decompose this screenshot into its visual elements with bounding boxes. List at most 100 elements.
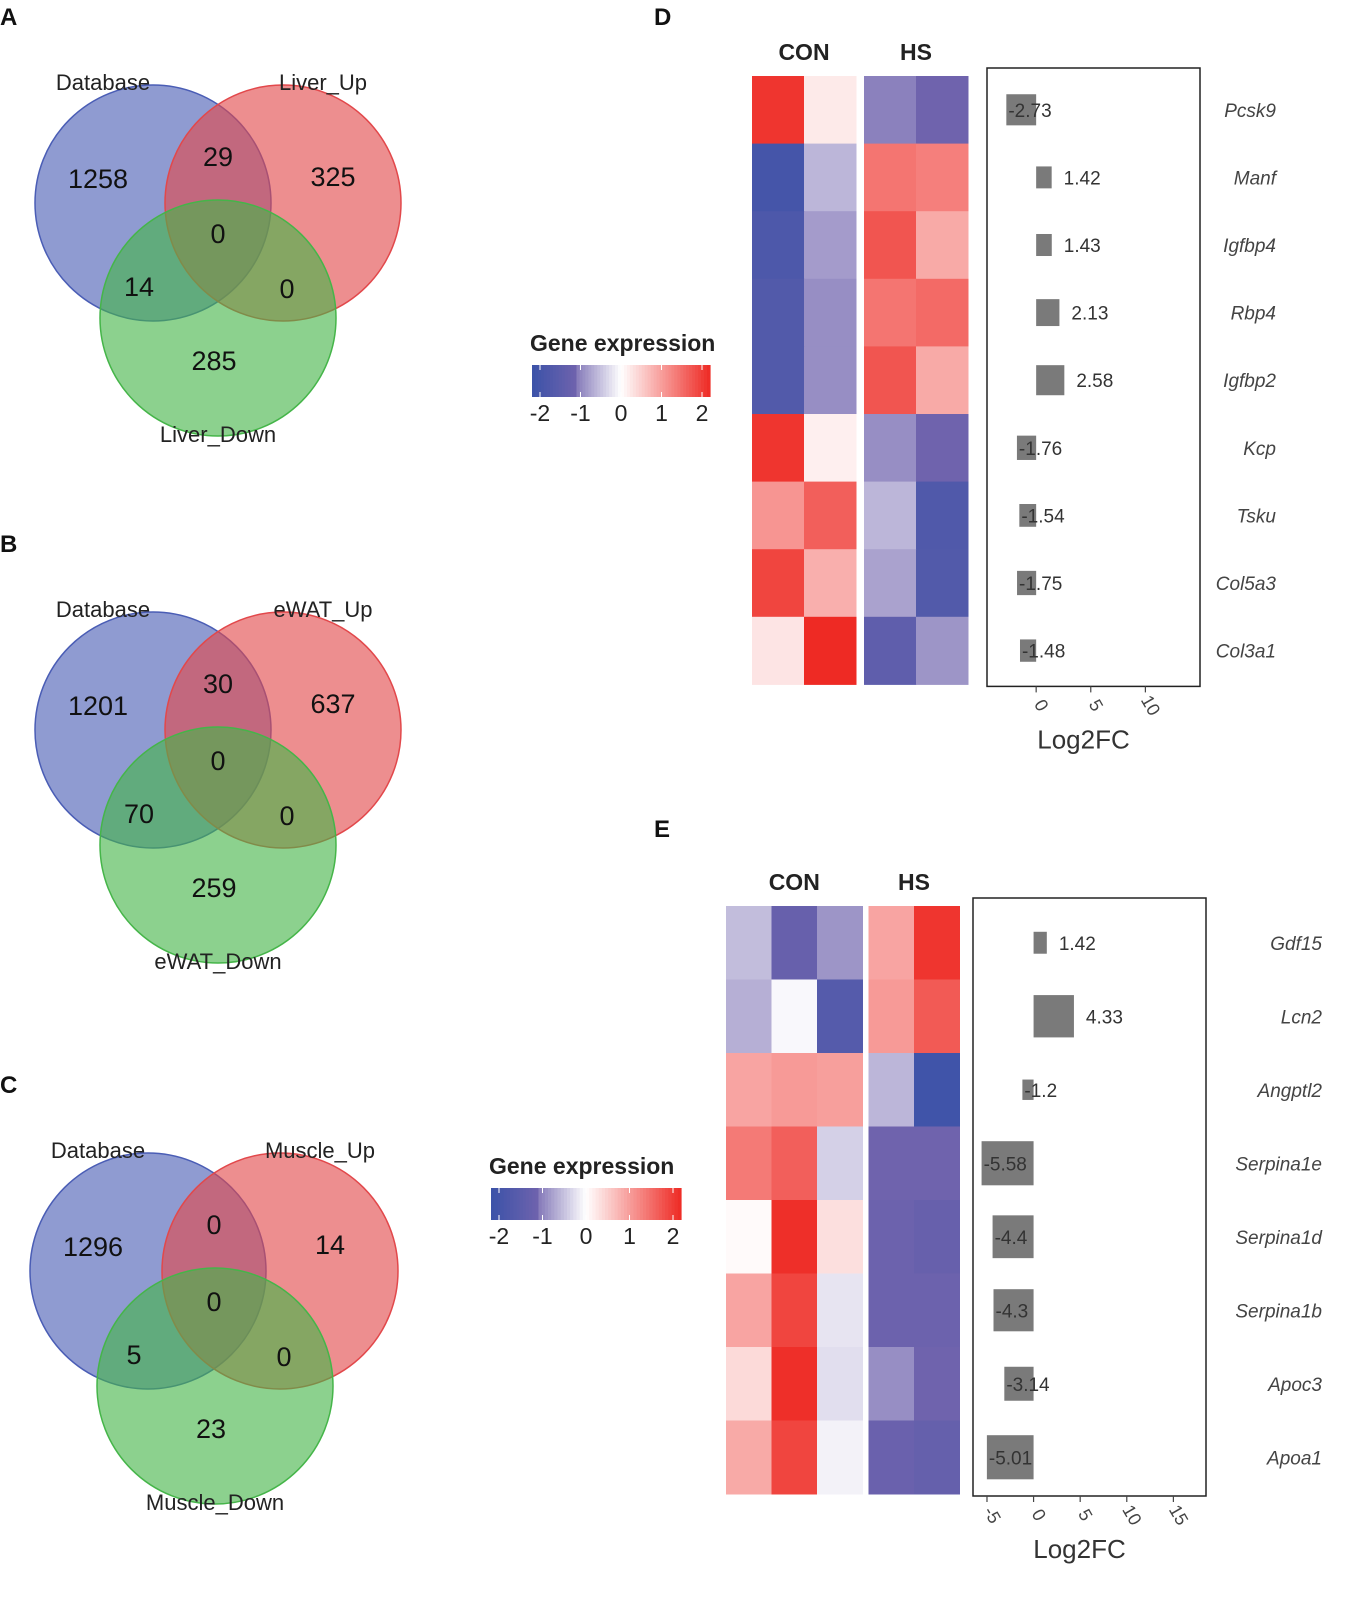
heatmap-cell: [726, 1053, 772, 1127]
log2fc-value-label: -1.2: [1024, 1081, 1057, 1102]
heatmap-cell: [868, 1273, 915, 1348]
heatmap-cell: [914, 1347, 960, 1421]
legend-gradient-step: [698, 365, 702, 397]
legend-gradient-step: [551, 1188, 555, 1220]
heatmap-cell: [868, 1200, 915, 1274]
panel-label: D: [654, 4, 671, 31]
count-db-down: 70: [124, 799, 154, 829]
heatmap-panel-e: E CON HS 1.42 Gdf15 4.33 Lcn2 -1.2 Angptl2 -5.58 S…: [489, 816, 1324, 1564]
legend-gradient-step: [554, 1188, 559, 1220]
legend-gradient-step: [516, 1188, 521, 1220]
heatmap-cell: [914, 1200, 960, 1274]
count-center: 0: [210, 746, 225, 776]
heatmap-cell: [726, 906, 772, 980]
legend-gradient-step: [567, 1188, 571, 1220]
down-label: eWAT_Down: [154, 949, 281, 974]
legend-gradient-step: [630, 1188, 635, 1220]
gene-label: Tsku: [1237, 506, 1277, 527]
heatmap-cell: [804, 278, 857, 347]
legend-gradient-step: [668, 365, 673, 397]
gene-label: Gdf15: [1270, 934, 1322, 955]
database-label: Database: [56, 70, 150, 95]
legend-gradient-step: [529, 1188, 533, 1220]
count-up-only: 637: [310, 689, 355, 719]
legend-gradient-step: [689, 365, 693, 397]
gene-label: Rbp4: [1231, 304, 1276, 325]
legend-gradient-step: [582, 1188, 587, 1220]
legend-gradient-step: [557, 1188, 562, 1220]
legend-gradient-step: [579, 365, 584, 397]
legend-gradient-step: [594, 365, 598, 397]
legend-gradient-step: [665, 1188, 669, 1220]
legend-gradient-step: [609, 365, 613, 397]
venn-panel-c: C Database Muscle_Up Muscle_Down 1296 0 14 0 5 0 2…: [0, 1072, 399, 1515]
legend-gradient-step: [589, 1188, 593, 1220]
legend-gradient-step: [519, 1188, 524, 1220]
heatmap-cell: [864, 549, 917, 618]
legend-gradient-step: [692, 365, 696, 397]
count-up-down: 0: [279, 274, 294, 304]
heatmap-cell: [916, 414, 969, 483]
legend-gradient-step: [626, 365, 631, 397]
legend-gradient-step: [588, 365, 592, 397]
log2fc-value-label: 2.58: [1076, 371, 1113, 392]
legend-gradient-step: [570, 365, 575, 397]
heatmap-cell: [914, 1273, 960, 1348]
heatmap-cell: [914, 1420, 960, 1495]
count-db-only: 1296: [63, 1232, 123, 1262]
group-header-con: CON: [778, 39, 829, 65]
legend-gradient-step: [543, 365, 548, 397]
count-db-down: 5: [126, 1340, 141, 1370]
venn-panel-b: B Database eWAT_Up eWAT_Down 1201 30 637 0 70 0 25…: [0, 531, 402, 974]
legend-gradient-step: [655, 1188, 660, 1220]
legend-gradient-step: [674, 1188, 679, 1220]
group-header-hs: HS: [900, 39, 932, 65]
log2fc-bar: [981, 1141, 1034, 1186]
log2fc-value-label: -4.3: [996, 1301, 1029, 1322]
legend-gradient-step: [658, 1188, 663, 1220]
legend-gradient-step: [560, 1188, 565, 1220]
legend-gradient-step: [653, 365, 658, 397]
legend-gradient-step: [650, 365, 655, 397]
legend-gradient-step: [573, 1188, 578, 1220]
legend-gradient-step: [573, 365, 578, 397]
legend-gradient-step: [513, 1188, 517, 1220]
heatmap-cell: [864, 481, 917, 550]
panel-label: C: [0, 1072, 17, 1099]
log2fc-bar: [986, 1435, 1034, 1480]
legend-gradient-step: [548, 1188, 552, 1220]
count-down-only: 259: [191, 873, 236, 903]
legend-gradient-step: [534, 365, 539, 397]
legend-gradient-step: [532, 1188, 536, 1220]
gene-label: Col3a1: [1216, 642, 1276, 663]
log2fc-value-label: 1.42: [1064, 168, 1101, 189]
legend-title: Gene expression: [489, 1153, 674, 1179]
legend-gradient-step: [633, 1188, 638, 1220]
heatmap-cell: [771, 1420, 818, 1495]
count-center: 0: [210, 219, 225, 249]
legend-gradient-step: [605, 1188, 609, 1220]
heatmap-cell: [868, 906, 915, 980]
legend-gradient-step: [635, 365, 640, 397]
heatmap-cell: [916, 211, 969, 280]
legend-gradient-step: [617, 1188, 622, 1220]
legend-tick-label: 0: [615, 400, 628, 426]
heatmap-cell: [916, 143, 969, 212]
down-label: Muscle_Down: [146, 1490, 284, 1515]
legend-gradient-step: [649, 1188, 654, 1220]
legend-gradient-step: [561, 365, 566, 397]
down-circle: [99, 199, 337, 437]
axis-tick-label: 5: [1085, 696, 1107, 715]
count-up-down: 0: [279, 801, 294, 831]
heatmap-cell: [864, 616, 917, 685]
legend-gradient-step: [497, 1188, 502, 1220]
heatmap-cell: [864, 414, 917, 483]
legend-gradient-step: [606, 365, 610, 397]
log2fc-panel-border: [972, 897, 1207, 1497]
gene-label: Apoa1: [1266, 1448, 1322, 1469]
heatmap-cell: [864, 346, 917, 415]
log2fc-value-label: -1.75: [1019, 574, 1062, 595]
heatmap-cell: [864, 211, 917, 280]
heatmap-cell: [726, 1273, 772, 1348]
legend-tick-label: 2: [696, 400, 709, 426]
